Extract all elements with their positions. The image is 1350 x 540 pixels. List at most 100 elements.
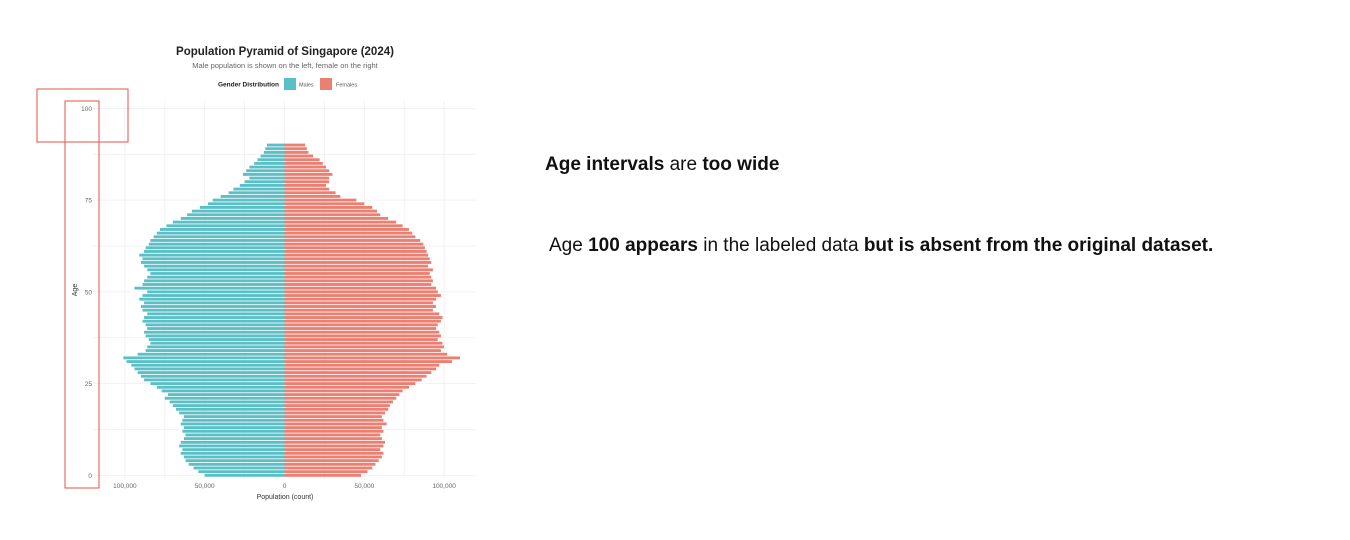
bar-males [183,426,285,430]
bar-females [284,437,382,441]
bar-females [284,308,433,312]
bar-males [233,187,285,191]
bar-females [284,183,326,187]
bar-males [228,191,285,195]
bar-females [284,400,394,404]
bar-females [284,246,425,250]
bar-males [131,363,285,367]
y-tick-label: 25 [85,381,93,388]
x-tick-label: 50,000 [195,483,215,490]
bar-females [284,429,384,433]
bar-males [187,213,285,217]
bar-males [139,297,285,301]
bar-females [284,323,438,327]
bar-females [284,360,453,363]
bar-males [142,257,285,261]
bar-males [144,378,285,382]
bar-females [284,356,461,360]
bar-males [142,294,285,297]
bar-males [134,367,285,371]
bar-females [284,444,384,448]
bar-males [199,205,285,209]
annotation-age-intervals: Age intervals are too wide [545,154,779,176]
annotation-2-text-a: Age [549,235,589,256]
bar-females [284,154,314,158]
bar-males [239,183,285,187]
bar-females [284,473,362,477]
y-tick-label: 100 [81,106,92,113]
bar-females [284,418,384,422]
bar-females [284,275,432,279]
bar-males [164,396,285,400]
bar-females [284,411,386,415]
bar-females [284,220,397,224]
bar-males [168,393,285,397]
bars [123,143,461,477]
legend-swatch-males [284,78,296,90]
bar-males [140,305,285,308]
bar-females [284,330,440,334]
bar-males [148,242,285,246]
bar-males [145,349,285,352]
bar-females [284,172,333,176]
annotation-1-bold-a: Age intervals [545,154,665,175]
bar-males [147,268,285,272]
bar-females [284,235,416,239]
bar-females [284,312,440,316]
bar-males [180,217,285,220]
bar-males [166,224,285,228]
bar-females [284,264,429,268]
bar-females [284,470,368,474]
annotation-2-bold-b: but is absent from the original dataset. [863,235,1214,256]
bar-males [172,220,285,224]
bar-females [284,305,437,308]
bar-males [126,360,285,363]
bar-females [284,301,433,305]
bar-females [284,250,427,253]
y-tick-label: 75 [85,198,93,205]
bar-males [150,341,285,345]
bar-females [284,367,437,371]
bar-females [284,378,422,382]
bar-males [156,231,285,235]
bar-females [284,205,373,209]
x-tick-label: 100,000 [113,483,137,490]
bar-males [147,327,285,330]
bar-males [266,143,285,147]
bar-females [284,283,432,286]
bar-females [284,217,389,220]
bar-males [142,308,285,312]
bar-males [249,165,285,169]
bar-females [284,239,421,242]
bar-females [284,187,330,191]
bar-males [169,400,285,404]
highlight-age-axis-box [64,100,100,489]
bar-males [220,194,285,198]
bar-males [145,246,285,250]
bar-females [284,261,432,264]
bar-males [147,290,285,294]
y-axis-label: Age [72,284,79,297]
bar-males [145,334,285,338]
bar-females [284,286,437,290]
bar-females [284,415,382,419]
legend-label-males: Males [299,83,314,89]
bar-males [150,382,285,386]
bar-females [284,349,441,352]
bar-males [150,272,285,275]
bar-females [284,338,438,341]
bar-males [134,286,285,290]
bar-females [284,334,441,338]
bar-males [144,264,285,268]
bar-males [260,154,285,158]
bar-males [161,389,285,393]
chart-title: Population Pyramid of Singapore (2024) [176,46,394,58]
bar-males [153,235,285,239]
bar-females [284,242,424,246]
bar-females [284,459,379,463]
bar-females [284,169,330,173]
bar-females [284,389,403,393]
bar-males [204,473,285,477]
bar-females [284,158,320,162]
bar-males [144,316,285,319]
